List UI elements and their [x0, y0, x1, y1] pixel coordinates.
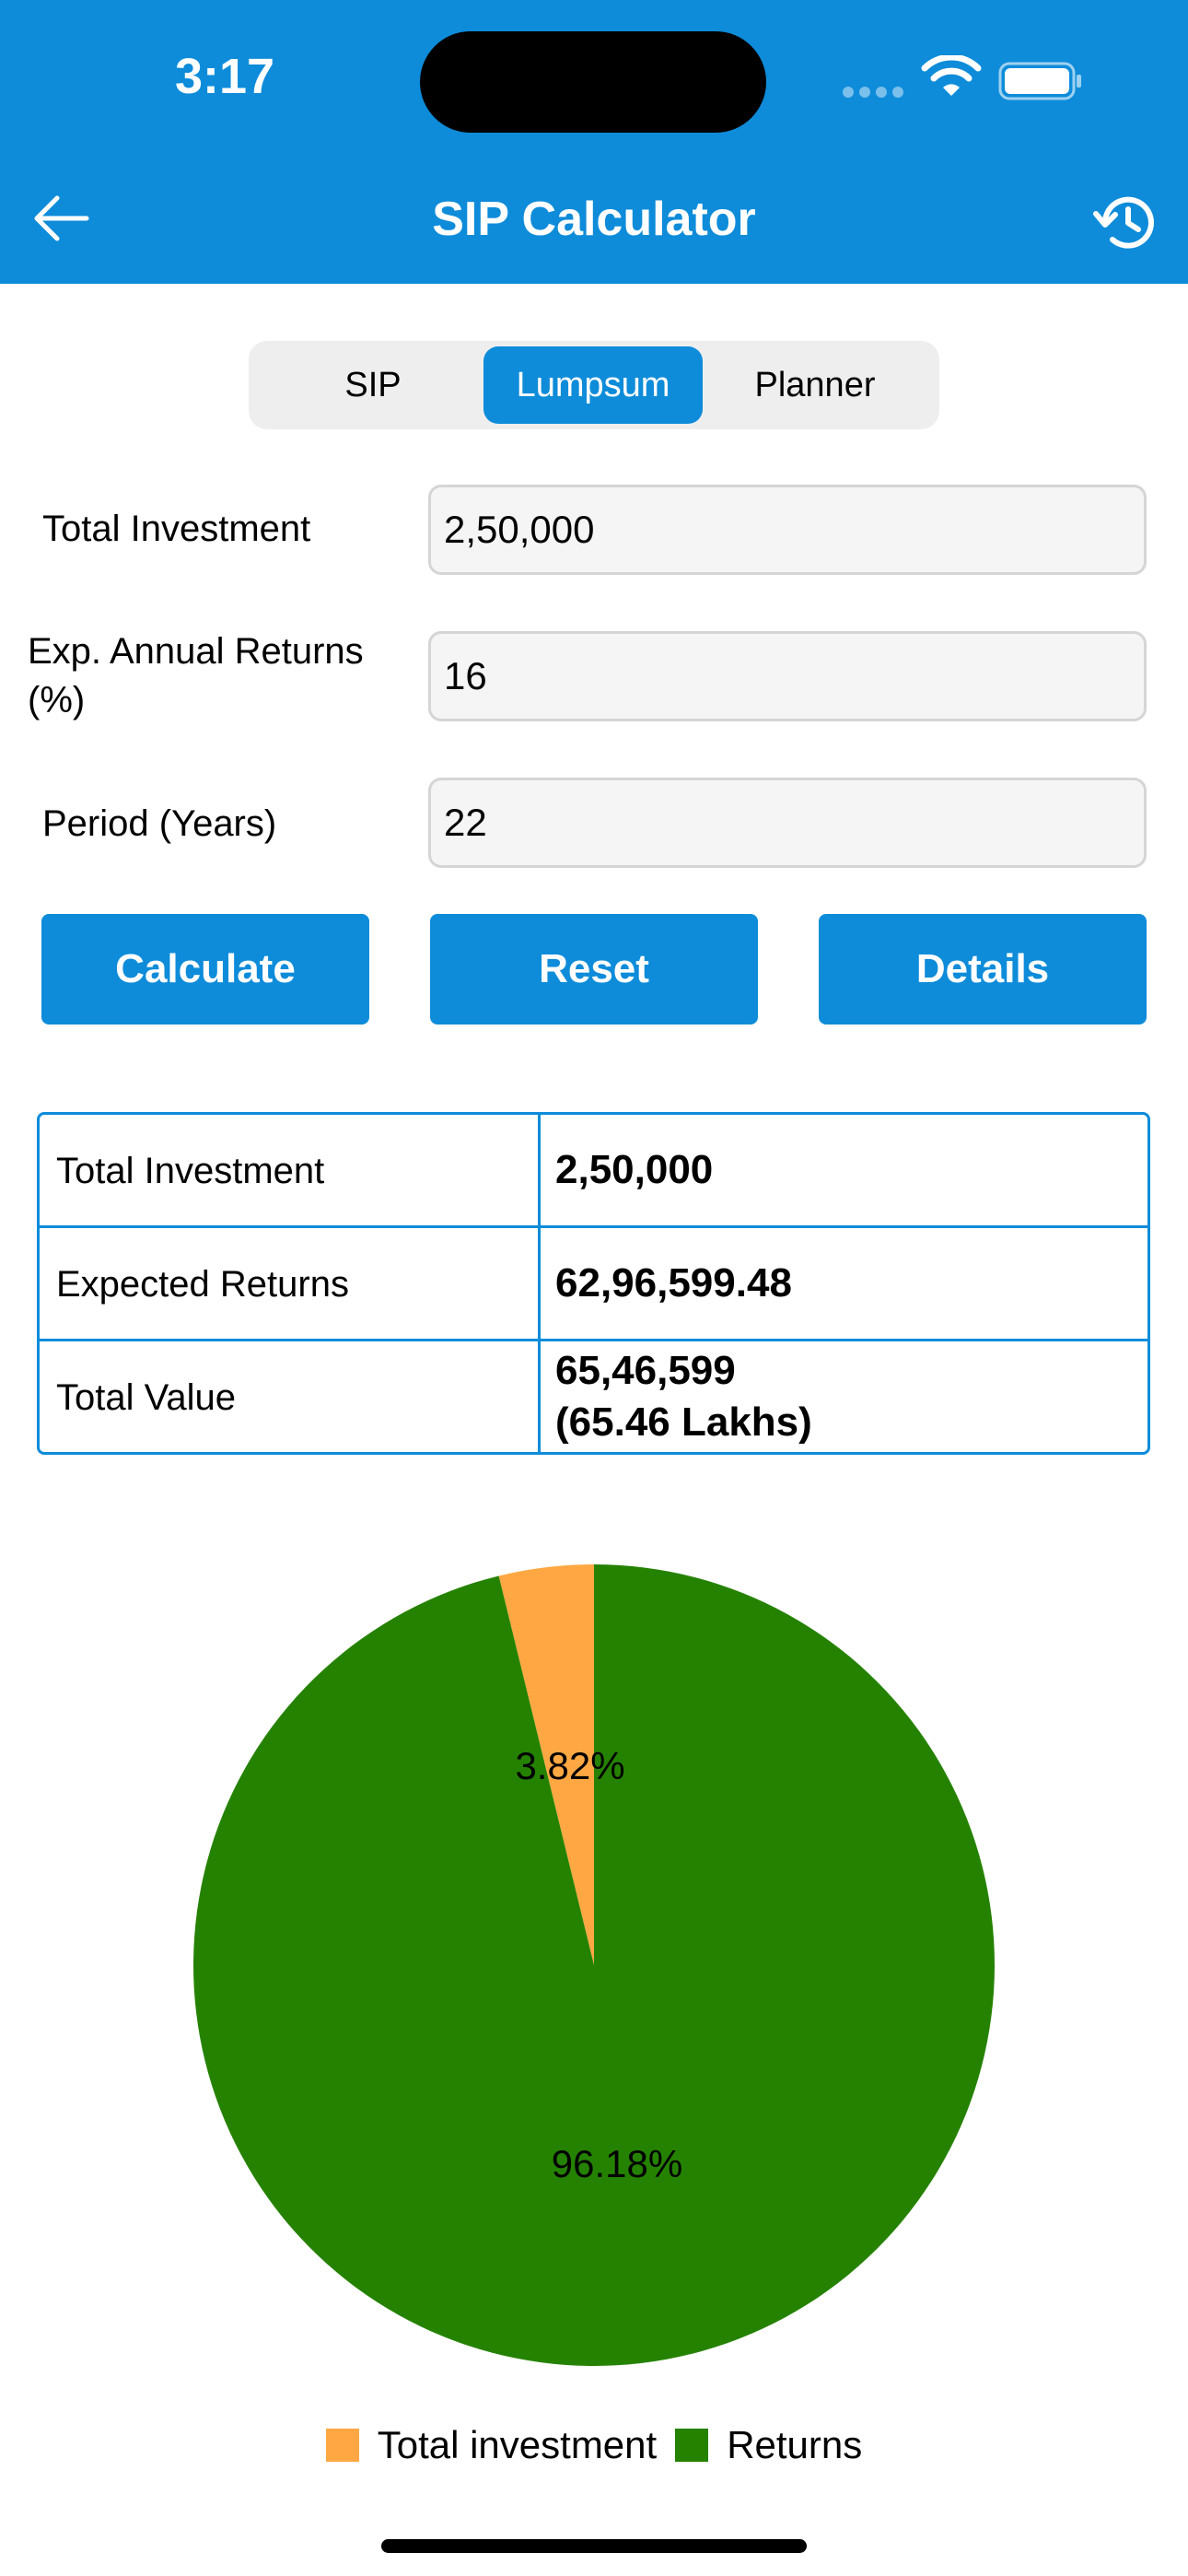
page-title: SIP Calculator [432, 193, 756, 246]
table-row: Total Value 65,46,599 (65.46 Lakhs) [40, 1339, 1147, 1452]
result-value-lakhs: (65.46 Lakhs) [555, 1399, 812, 1445]
legend-swatch-investment [325, 2429, 359, 2462]
result-label: Expected Returns [56, 1264, 349, 1305]
result-value: 2,50,000 [555, 1115, 713, 1225]
result-label: Total Value [56, 1377, 236, 1418]
table-row: Expected Returns 62,96,599.48 [40, 1225, 1147, 1339]
calculate-button[interactable]: Calculate [41, 914, 369, 1025]
result-value-main: 65,46,599 [555, 1348, 736, 1393]
wifi-icon [921, 55, 982, 96]
status-time: 3:17 [175, 49, 275, 104]
battery-icon [998, 62, 1081, 100]
cellular-signal-icon [843, 87, 903, 98]
total-investment-field[interactable]: 2,50,000 [428, 485, 1147, 575]
annual-returns-label-line1: Exp. Annual Returns [28, 631, 364, 672]
total-investment-label: Total Investment [42, 509, 311, 549]
history-icon[interactable] [1092, 192, 1157, 252]
back-arrow-icon[interactable] [31, 193, 90, 243]
pie-slice-investment [498, 1564, 594, 1965]
result-value-main: 2,50,000 [555, 1147, 714, 1192]
home-indicator [381, 2539, 807, 2553]
result-value-main: 62,96,599.48 [555, 1260, 792, 1306]
result-label: Total Investment [56, 1151, 325, 1191]
nav-header: 3:17 SIP Calculator [0, 0, 1188, 284]
reset-button[interactable]: Reset [430, 914, 758, 1025]
legend-item-returns: Returns [675, 2423, 862, 2467]
pie-slice-returns [192, 1564, 995, 2366]
period-label: Period (Years) [42, 803, 277, 844]
dynamic-island [420, 31, 766, 133]
calculator-mode-tabs: SIP Lumpsum Planner [249, 341, 939, 429]
annual-returns-label-line2: (%) [28, 680, 86, 720]
legend-swatch-returns [675, 2429, 709, 2462]
details-button[interactable]: Details [819, 914, 1147, 1025]
chart-legend: Total investment Returns [0, 2423, 1188, 2467]
returns-pie-chart: 3.82% 96.18% [192, 1564, 995, 2366]
table-row: Total Investment 2,50,000 [40, 1115, 1147, 1228]
table-divider [538, 1115, 541, 1452]
tab-sip[interactable]: SIP [344, 366, 402, 404]
legend-label-investment: Total investment [377, 2423, 658, 2466]
results-table: Total Investment 2,50,000 Expected Retur… [37, 1112, 1150, 1455]
legend-label-returns: Returns [727, 2423, 863, 2466]
result-value: 62,96,599.48 [555, 1228, 792, 1339]
tab-lumpsum[interactable]: Lumpsum [483, 346, 703, 424]
pie-label-returns: 96.18% [552, 2142, 682, 2185]
result-value: 65,46,599 (65.46 Lakhs) [555, 1341, 812, 1452]
annual-returns-field[interactable]: 16 [428, 631, 1147, 721]
legend-item-investment: Total investment [325, 2423, 658, 2467]
period-field[interactable]: 22 [428, 778, 1147, 868]
tab-planner[interactable]: Planner [754, 366, 876, 404]
pie-label-investment: 3.82% [515, 1744, 624, 1787]
